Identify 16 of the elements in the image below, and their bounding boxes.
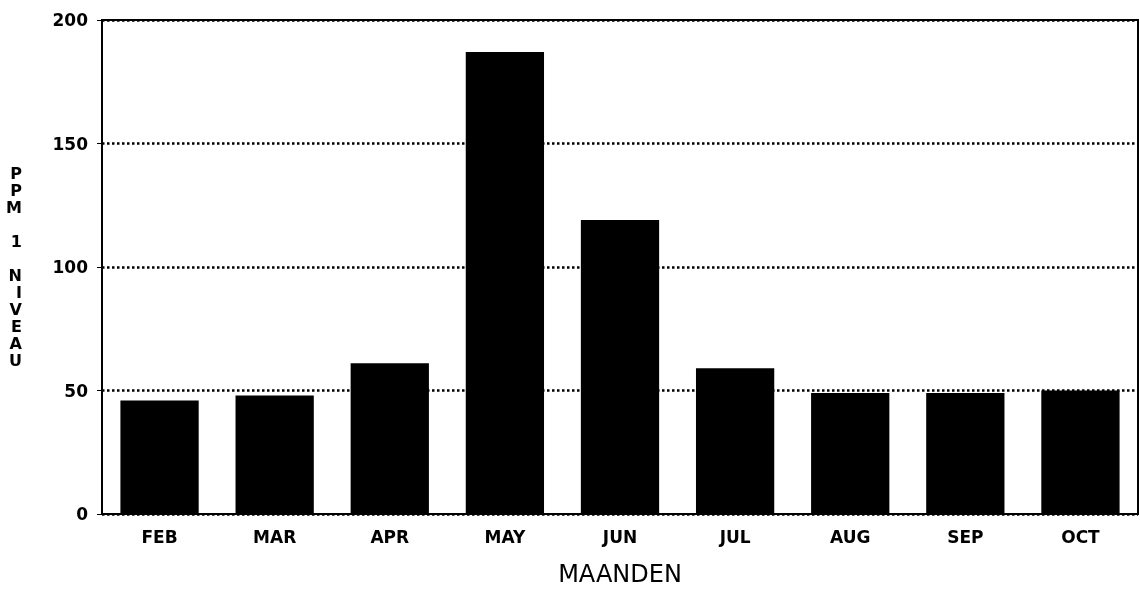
text: PPM 1 NIVEAU bbox=[6, 164, 22, 370]
x-tick-label: JUL bbox=[718, 526, 751, 547]
x-tick-label: JUN bbox=[601, 526, 638, 547]
x-tick-label: MAY bbox=[484, 526, 526, 547]
x-tick-label: FEB bbox=[141, 526, 178, 547]
x-tick-label: MAR bbox=[253, 526, 297, 547]
x-axis-title: MAANDEN bbox=[558, 560, 682, 588]
x-tick-label: SEP bbox=[947, 526, 984, 547]
y-tick-label: 0 bbox=[76, 504, 89, 524]
y-tick-label: 100 bbox=[52, 257, 89, 277]
x-tick-label: OCT bbox=[1061, 526, 1101, 547]
x-tick-label: APR bbox=[370, 526, 410, 547]
x-tick-label: AUG bbox=[830, 526, 871, 547]
y-tick-label: 50 bbox=[64, 380, 89, 401]
y-tick-label: 150 bbox=[52, 133, 89, 154]
y-tick-label: 200 bbox=[52, 10, 89, 30]
